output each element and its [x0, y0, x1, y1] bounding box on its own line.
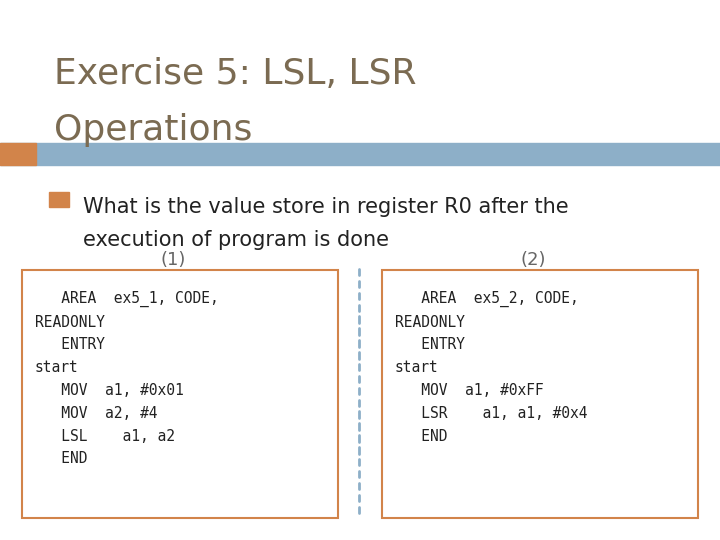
Bar — [0, 143, 720, 165]
Bar — [49, 192, 69, 207]
Text: AREA  ex5_1, CODE,
READONLY
   ENTRY
start
   MOV  a1, #0x01
   MOV  a2, #4
   L: AREA ex5_1, CODE, READONLY ENTRY start M… — [35, 291, 218, 467]
Text: Operations: Operations — [54, 113, 253, 147]
Text: Exercise 5: LSL, LSR: Exercise 5: LSL, LSR — [54, 57, 416, 91]
Text: execution of program is done: execution of program is done — [83, 230, 389, 249]
Bar — [0, 143, 36, 165]
Text: AREA  ex5_2, CODE,
READONLY
   ENTRY
start
   MOV  a1, #0xFF
   LSR    a1, a1, #: AREA ex5_2, CODE, READONLY ENTRY start M… — [395, 291, 587, 443]
Text: What is the value store in register R0 after the: What is the value store in register R0 a… — [83, 197, 568, 217]
Text: (2): (2) — [520, 251, 546, 269]
Bar — [382, 270, 698, 518]
Bar — [22, 270, 338, 518]
Text: (1): (1) — [160, 251, 186, 269]
